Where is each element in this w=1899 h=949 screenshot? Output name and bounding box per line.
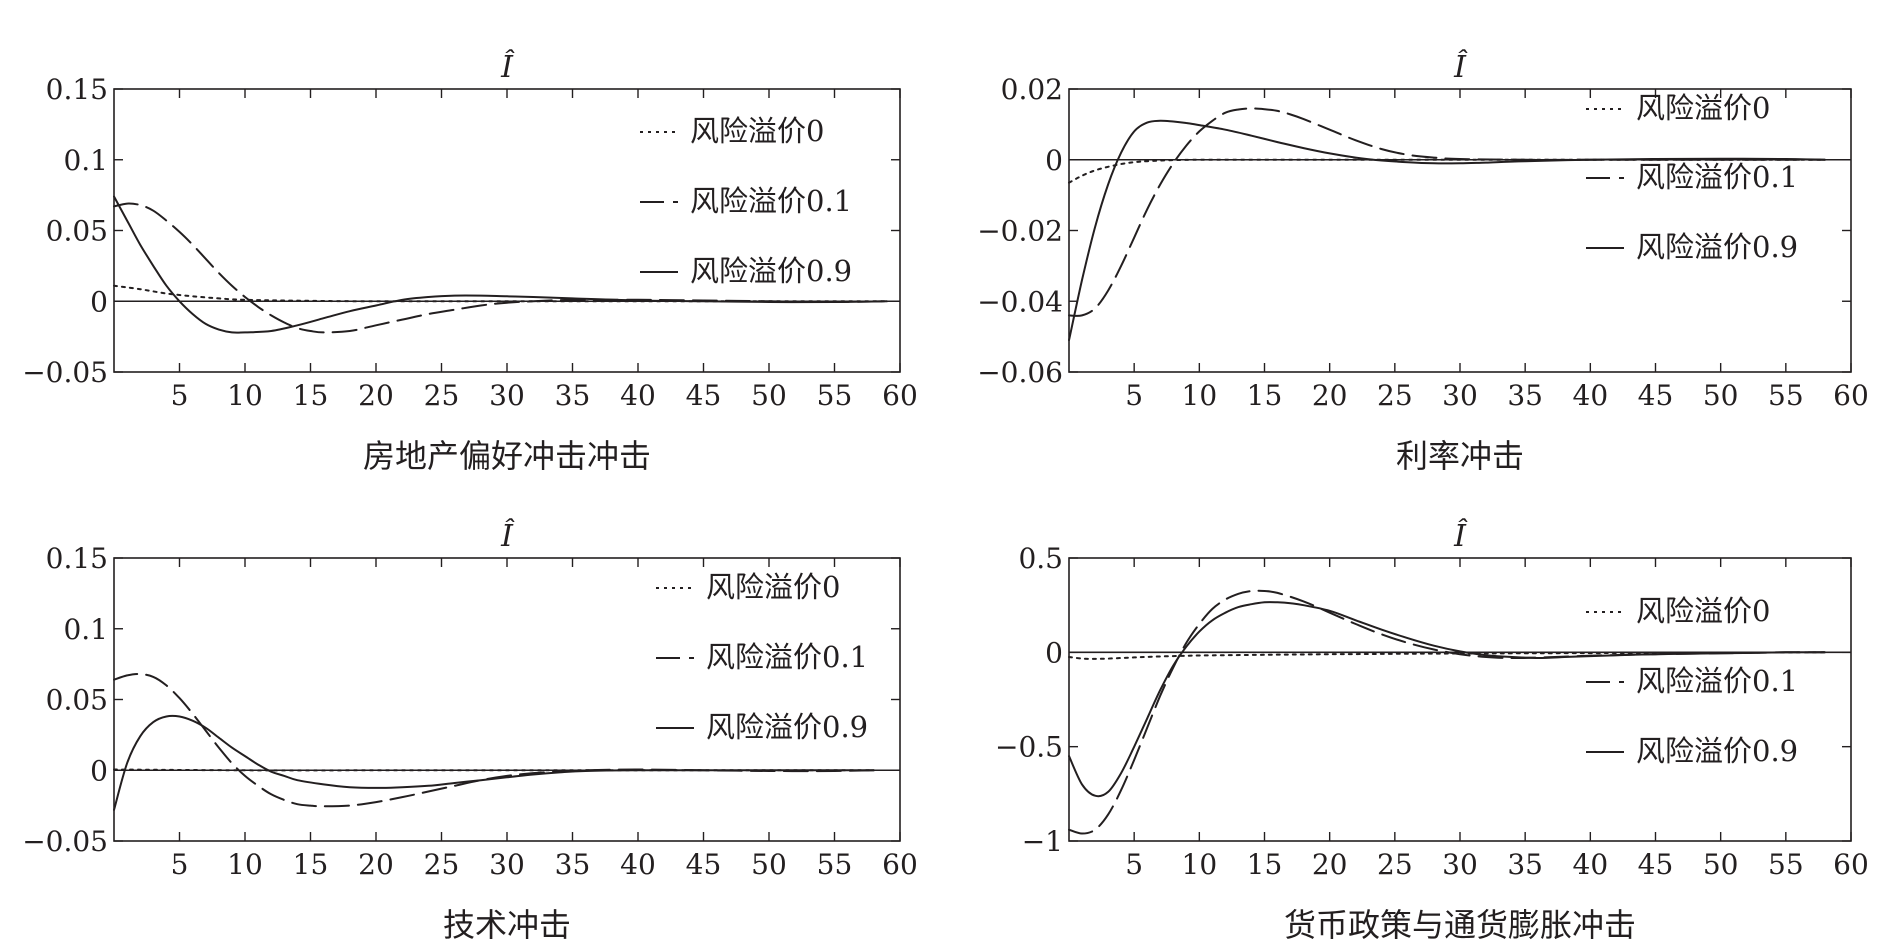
x-tick-label: 40 (620, 379, 656, 412)
x-tick-label: 30 (489, 848, 525, 881)
x-axis-label: 房地产偏好冲击冲击 (363, 437, 651, 475)
x-tick-label: 60 (882, 848, 918, 881)
y-tick-label: 0.15 (46, 542, 108, 575)
y-tick-label: 0 (1045, 636, 1063, 669)
x-tick-label: 30 (1442, 379, 1478, 412)
x-tick-label: 15 (1247, 848, 1283, 881)
x-tick-label: 35 (1507, 379, 1543, 412)
x-tick-label: 10 (227, 379, 263, 412)
y-tick-label: 0.05 (46, 215, 108, 248)
y-tick-label: 0.15 (46, 73, 108, 106)
x-tick-label: 50 (751, 379, 787, 412)
x-axis-label: 技术冲击 (443, 906, 571, 944)
y-tick-label: 0 (90, 754, 108, 787)
legend-label: 风险溢价0 (1636, 91, 1770, 125)
y-tick-label: −0.06 (977, 356, 1063, 389)
y-tick-label: −0.5 (995, 731, 1063, 764)
legend-label: 风险溢价0.9 (1636, 734, 1798, 768)
x-tick-label: 5 (1125, 848, 1143, 881)
series-line-2 (1068, 601, 1826, 798)
x-tick-label: 15 (293, 848, 329, 881)
x-tick-label: 60 (882, 379, 918, 412)
x-tick-label: 40 (1573, 379, 1609, 412)
x-tick-label: 10 (227, 848, 263, 881)
x-tick-label: 25 (424, 379, 460, 412)
x-tick-label: 55 (817, 379, 853, 412)
y-tick-label: −1 (1022, 825, 1063, 858)
x-tick-label: 35 (1507, 848, 1543, 881)
x-tick-label: 55 (817, 848, 853, 881)
legend-label: 风险溢价0.1 (690, 184, 852, 218)
legend-label: 风险溢价0 (1636, 594, 1770, 628)
x-tick-label: 20 (358, 379, 394, 412)
x-axis-label: 货币政策与通货膨胀冲击 (1284, 906, 1636, 944)
y-tick-label: 0.02 (1001, 73, 1063, 106)
x-tick-label: 30 (489, 379, 525, 412)
x-tick-label: 35 (555, 848, 591, 881)
x-tick-label: 15 (293, 379, 329, 412)
x-tick-label: 50 (1703, 848, 1739, 881)
x-tick-label: 10 (1182, 379, 1218, 412)
x-tick-label: 10 (1182, 848, 1218, 881)
chart-title: Î (500, 518, 515, 554)
x-tick-label: 55 (1768, 848, 1804, 881)
y-tick-label: 0 (1045, 144, 1063, 177)
y-tick-label: −0.04 (977, 285, 1063, 318)
chart-title: Î (500, 49, 515, 85)
legend-label: 风险溢价0.9 (690, 254, 852, 288)
y-tick-label: 0.1 (63, 144, 108, 177)
x-tick-label: 60 (1833, 379, 1869, 412)
x-tick-label: 50 (751, 848, 787, 881)
y-tick-label: −0.05 (22, 356, 108, 389)
x-tick-label: 45 (1638, 848, 1674, 881)
series-line-2 (113, 714, 875, 811)
x-tick-label: 30 (1442, 848, 1478, 881)
y-tick-label: 0.05 (46, 684, 108, 717)
x-tick-label: 20 (1312, 379, 1348, 412)
x-tick-label: 25 (1377, 379, 1413, 412)
x-tick-label: 20 (1312, 848, 1348, 881)
y-tick-label: −0.02 (977, 215, 1063, 248)
series-line-0 (113, 768, 875, 772)
series-line-1 (1068, 589, 1826, 835)
x-tick-label: 45 (686, 848, 722, 881)
x-tick-label: 55 (1768, 379, 1804, 412)
legend-label: 风险溢价0 (706, 570, 840, 604)
x-tick-label: 35 (555, 379, 591, 412)
y-tick-label: 0.1 (63, 613, 108, 646)
legend-label: 风险溢价0.9 (1636, 230, 1798, 264)
x-axis-label: 利率冲击 (1396, 437, 1524, 475)
y-tick-label: 0 (90, 285, 108, 318)
series-line-0 (1068, 651, 1826, 660)
series-line-0 (1068, 158, 1826, 184)
legend-label: 风险溢价0 (690, 114, 824, 148)
chart-title: Î (1453, 518, 1468, 554)
x-tick-label: 50 (1703, 379, 1739, 412)
x-tick-label: 5 (1125, 379, 1143, 412)
y-tick-label: 0.5 (1018, 542, 1063, 575)
x-tick-label: 45 (686, 379, 722, 412)
x-tick-label: 45 (1638, 379, 1674, 412)
series-line-2 (1068, 119, 1826, 342)
x-tick-label: 25 (1377, 848, 1413, 881)
x-tick-label: 25 (424, 848, 460, 881)
y-tick-label: −0.05 (22, 825, 108, 858)
series-line-2 (113, 195, 888, 334)
x-tick-label: 20 (358, 848, 394, 881)
legend-label: 风险溢价0.9 (706, 710, 868, 744)
x-tick-label: 40 (1573, 848, 1609, 881)
series-line-1 (1068, 107, 1826, 317)
chart-title: Î (1453, 49, 1468, 85)
legend-label: 风险溢价0.1 (706, 640, 868, 674)
x-tick-label: 5 (171, 848, 189, 881)
series-line-1 (113, 202, 888, 334)
x-tick-label: 15 (1247, 379, 1283, 412)
legend-label: 风险溢价0.1 (1636, 160, 1798, 194)
legend-label: 风险溢价0.1 (1636, 664, 1798, 698)
x-tick-label: 5 (171, 379, 189, 412)
x-tick-label: 40 (620, 848, 656, 881)
x-tick-label: 60 (1833, 848, 1869, 881)
series-line-0 (113, 284, 888, 303)
